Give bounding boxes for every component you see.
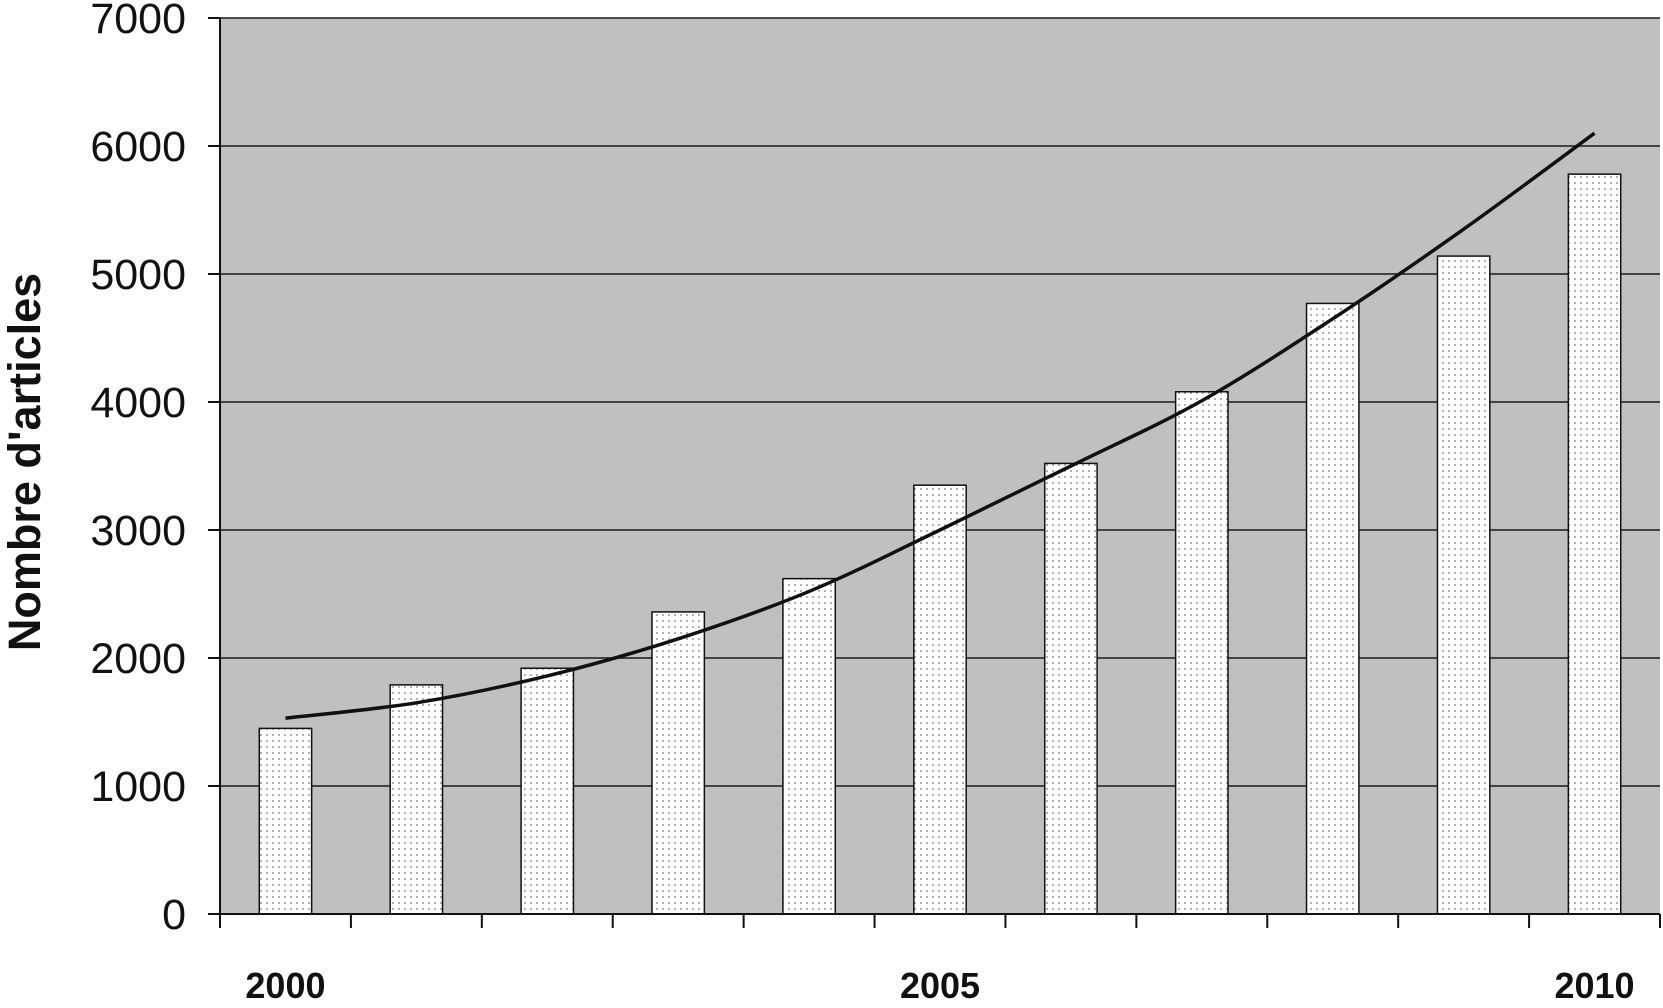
axes xyxy=(208,17,1661,928)
bars xyxy=(258,173,1622,915)
bar xyxy=(1043,462,1098,915)
bar xyxy=(913,484,967,915)
bar xyxy=(389,684,444,915)
trendline xyxy=(285,131,1596,720)
bar xyxy=(651,611,706,915)
y-tick-label: 7000 xyxy=(90,0,186,43)
y-tick-label: 4000 xyxy=(90,379,186,427)
x-tick-label: 2000 xyxy=(245,965,325,1006)
x-tick-label: 2005 xyxy=(900,965,980,1006)
bar xyxy=(1174,391,1229,915)
bar xyxy=(520,667,575,915)
bar xyxy=(782,577,837,915)
bar xyxy=(1436,255,1491,915)
y-tick-label: 6000 xyxy=(90,123,186,171)
y-tick-label: 5000 xyxy=(90,251,186,299)
y-tick-label: 1000 xyxy=(90,763,186,811)
y-axis-title: Nombre d'articles xyxy=(0,273,50,651)
bar xyxy=(1305,302,1360,915)
bar xyxy=(1567,173,1622,915)
y-tick-label: 0 xyxy=(162,891,186,939)
x-tick-label: 2010 xyxy=(1554,965,1634,1006)
x-tick-labels: 2000 2005 2010 xyxy=(245,965,1634,1006)
bar xyxy=(258,727,313,915)
y-tick-label: 2000 xyxy=(90,635,186,683)
y-tick-labels: 0 1000 2000 3000 4000 5000 6000 7000 xyxy=(90,0,186,939)
y-tick-label: 3000 xyxy=(90,507,186,555)
